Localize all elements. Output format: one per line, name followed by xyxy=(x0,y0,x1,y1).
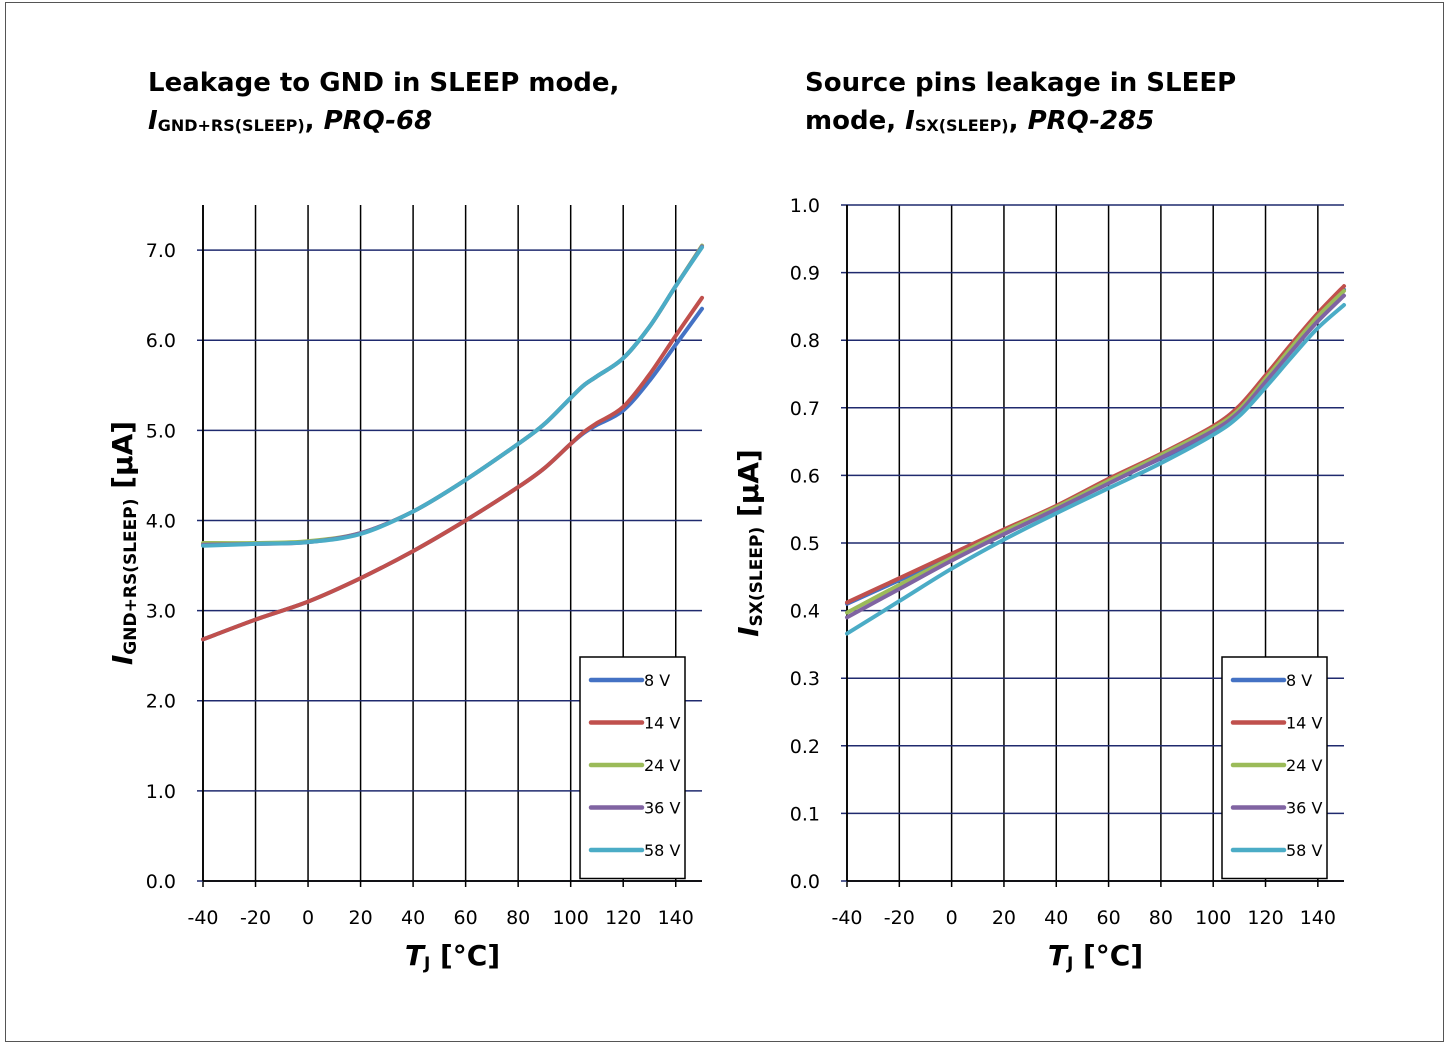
series-line-58v xyxy=(845,303,1346,636)
x-tick-label: -20 xyxy=(240,907,271,929)
chart2-title-pre: mode, xyxy=(805,106,906,136)
y-axis-label-subscript: GND+RS(SLEEP) xyxy=(121,499,141,655)
chart2-title-line1: Source pins leakage in SLEEP xyxy=(805,68,1237,98)
chart1-title-ref: PRQ-68 xyxy=(323,106,433,136)
legend-label: 24 V xyxy=(644,756,680,775)
legend-label: 58 V xyxy=(1286,841,1322,860)
series-line-58v xyxy=(201,245,704,548)
y-axis-label-subscript: SX(SLEEP) xyxy=(747,527,767,627)
chart1-title-sep: , xyxy=(304,106,324,136)
y-tick-label: 0.2 xyxy=(790,736,820,758)
y-tick-label: 6.0 xyxy=(146,330,176,352)
series-line-36v xyxy=(201,244,704,547)
legend-label: 36 V xyxy=(644,799,680,818)
y-tick-label: 0.6 xyxy=(790,465,820,487)
series-line-14v xyxy=(201,295,704,642)
figure-frame xyxy=(5,2,1444,1042)
legend-label: 14 V xyxy=(1286,714,1322,733)
chart1-title-line2: IGND+RS(SLEEP), PRQ-68 xyxy=(148,102,619,145)
x-tick-label: 80 xyxy=(506,907,530,929)
series-line-36v xyxy=(845,293,1346,620)
chart2: -40 -20 0 20 40 60 80 100 120 140 0.0 0.1 0.2 0.3 0.4 0… xyxy=(732,195,1346,974)
x-tick-label: 40 xyxy=(401,907,425,929)
x-axis-label-subscript: J xyxy=(1066,954,1073,974)
legend-label: 58 V xyxy=(644,841,680,860)
series-line-24v xyxy=(845,288,1346,615)
legend: 8 V 14 V 24 V 36 V 58 V xyxy=(1221,656,1328,880)
legend-label: 8 V xyxy=(1286,671,1312,690)
x-tick-label: 40 xyxy=(1044,907,1068,929)
chart2-title-sub: SX(SLEEP) xyxy=(914,116,1009,135)
x-axis-label-unit: [°C] xyxy=(430,939,500,972)
x-axis-label: TJ [°C] xyxy=(405,939,500,974)
x-tick-label: 140 xyxy=(1300,907,1336,929)
x-axis-label-subscript: J xyxy=(423,954,430,974)
x-tick-label: 100 xyxy=(553,907,589,929)
y-axis-label: ISX(SLEEP) [µA] xyxy=(732,449,767,637)
y-tick-label: 3.0 xyxy=(146,601,176,623)
series-line-24v xyxy=(201,243,704,546)
chart2-title: Source pins leakage in SLEEP mode, ISX(S… xyxy=(805,64,1236,145)
y-axis-label: IGND+RS(SLEEP) [µA] xyxy=(106,421,141,665)
y-axis-label-symbol: I xyxy=(732,626,765,636)
x-tick-label: 0 xyxy=(302,907,314,929)
chart1-title: Leakage to GND in SLEEP mode, IGND+RS(SL… xyxy=(148,64,619,145)
x-tick-label: 120 xyxy=(605,907,641,929)
series-line-14v xyxy=(845,284,1346,605)
x-tick-label: -40 xyxy=(831,907,862,929)
legend-box xyxy=(1221,656,1328,880)
x-tick-label: 20 xyxy=(348,907,372,929)
y-axis-label-unit: [µA] xyxy=(732,449,765,527)
x-tick-label: -20 xyxy=(884,907,915,929)
y-tick-label: 0.5 xyxy=(790,533,820,555)
x-axis-label-symbol: T xyxy=(405,939,426,972)
x-axis-label: TJ [°C] xyxy=(1048,939,1143,974)
y-tick-label: 1.0 xyxy=(790,195,820,217)
y-tick-label: 4.0 xyxy=(146,510,176,532)
legend-label: 8 V xyxy=(644,671,670,690)
x-tick-label: 60 xyxy=(454,907,478,929)
y-tick-label: 0.8 xyxy=(790,330,820,352)
x-tick-label: 80 xyxy=(1149,907,1173,929)
x-tick-label: 140 xyxy=(658,907,694,929)
legend: 8 V 14 V 24 V 36 V 58 V xyxy=(579,656,686,880)
y-axis-label-unit: [µA] xyxy=(106,421,139,499)
chart2-title-ref: PRQ-285 xyxy=(1027,106,1155,136)
chart1-title-sym: I xyxy=(148,106,158,136)
y-tick-label: 0.0 xyxy=(790,871,820,893)
y-tick-label: 0.1 xyxy=(790,803,820,825)
chart2-title-line2: mode, ISX(SLEEP), PRQ-285 xyxy=(805,102,1236,145)
y-tick-label: 2.0 xyxy=(146,691,176,713)
series-line-8v xyxy=(845,287,1346,606)
y-tick-label: 1.0 xyxy=(146,781,176,803)
y-tick-label: 0.9 xyxy=(790,263,820,285)
x-axis-label-symbol: T xyxy=(1048,939,1069,972)
legend-box xyxy=(579,656,686,880)
y-tick-label: 0.4 xyxy=(790,601,820,623)
legend-label: 14 V xyxy=(644,714,680,733)
chart1-title-sub: GND+RS(SLEEP) xyxy=(157,116,305,135)
chart1: -40 -20 0 20 40 60 80 100 120 140 0.0 1.0 2.0 3.0 4.0 5… xyxy=(106,205,704,974)
y-tick-label: 0.7 xyxy=(790,398,820,420)
legend-label: 24 V xyxy=(1286,756,1322,775)
x-tick-label: 20 xyxy=(992,907,1016,929)
chart1-title-line1: Leakage to GND in SLEEP mode, xyxy=(148,68,620,98)
legend-label: 36 V xyxy=(1286,799,1322,818)
series-line-8v xyxy=(201,306,704,642)
x-tick-label: 100 xyxy=(1195,907,1231,929)
x-tick-label: 0 xyxy=(946,907,958,929)
x-axis-label-unit: [°C] xyxy=(1073,939,1143,972)
x-tick-label: -40 xyxy=(187,907,218,929)
x-tick-label: 60 xyxy=(1096,907,1120,929)
y-tick-label: 0.0 xyxy=(146,871,176,893)
y-axis-label-symbol: I xyxy=(106,655,139,665)
chart2-title-sym: I xyxy=(905,106,915,136)
y-tick-label: 0.3 xyxy=(790,668,820,690)
y-tick-label: 7.0 xyxy=(146,240,176,262)
x-tick-label: 120 xyxy=(1247,907,1283,929)
y-tick-label: 5.0 xyxy=(146,420,176,442)
chart2-title-sep: , xyxy=(1008,106,1028,136)
